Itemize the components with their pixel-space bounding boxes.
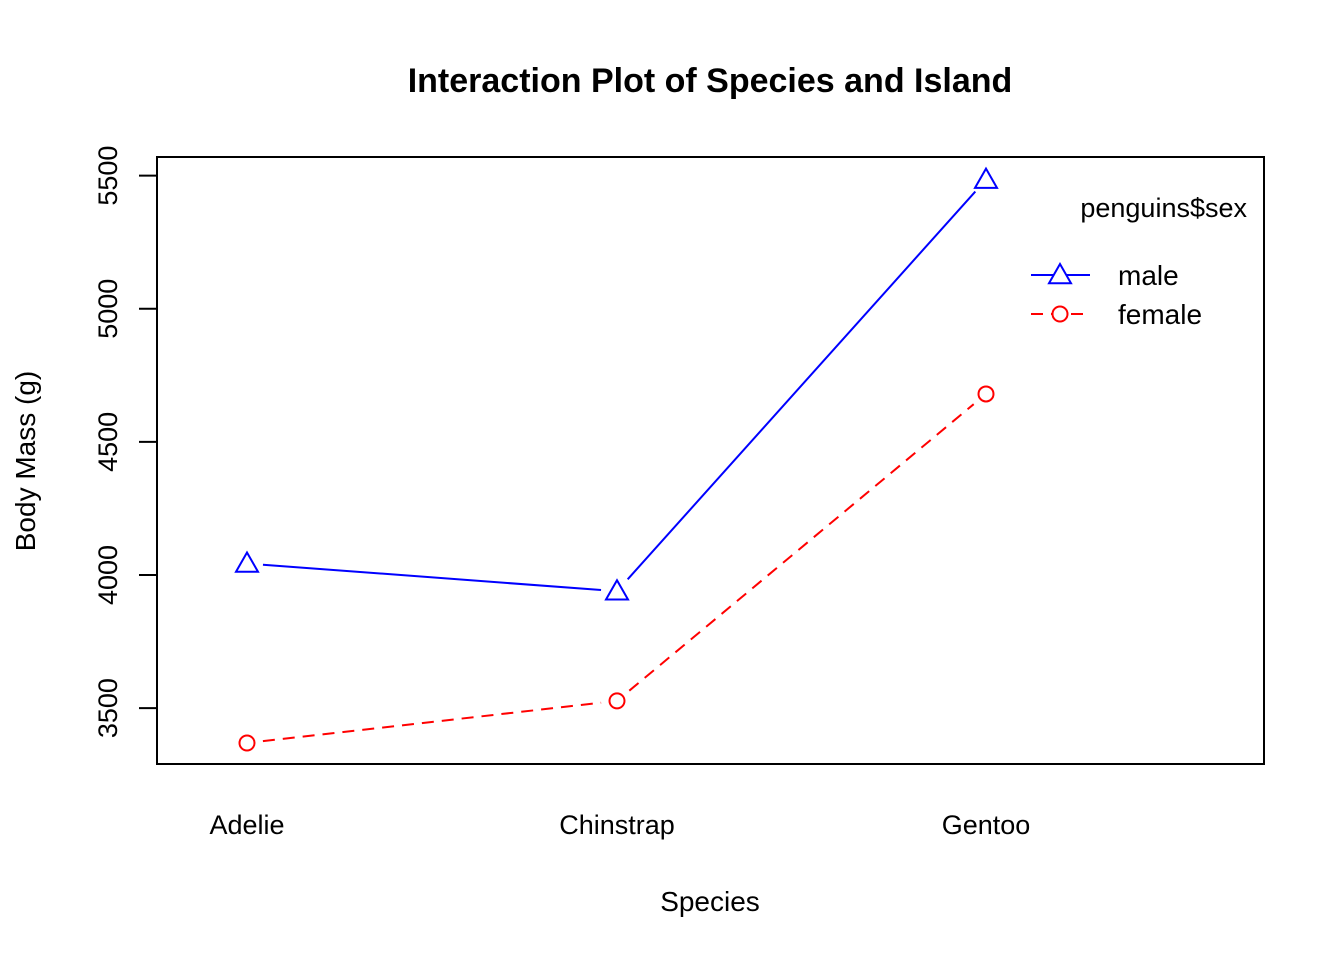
legend-title: penguins$sex — [1080, 193, 1247, 223]
female-point — [238, 734, 256, 752]
legend-male-label: male — [1118, 260, 1179, 291]
male-line-segment — [626, 190, 977, 580]
series-female — [238, 385, 995, 752]
legend-female-label: female — [1118, 299, 1202, 330]
female-line-segment — [262, 701, 602, 743]
legend-male-marker — [1047, 261, 1073, 285]
legend-female-marker — [1051, 305, 1069, 323]
female-point — [977, 385, 995, 403]
x-tick-label: Gentoo — [942, 810, 1031, 840]
female-line-segment — [628, 403, 975, 692]
y-axis: 3500 4000 4500 5000 5500 — [93, 146, 157, 738]
x-axis-title: Species — [660, 886, 760, 917]
x-tick-label: Chinstrap — [559, 810, 675, 840]
y-axis-title: Body Mass (g) — [10, 371, 41, 552]
series-male — [234, 166, 999, 601]
chart-title: Interaction Plot of Species and Island — [408, 62, 1013, 100]
legend: penguins$sex male female — [1031, 193, 1247, 330]
female-point — [608, 692, 626, 710]
y-tick-label: 5500 — [93, 146, 123, 206]
male-point — [604, 578, 630, 601]
y-tick-label: 4000 — [93, 545, 123, 605]
series-layer — [234, 166, 999, 752]
x-axis: Adelie Chinstrap Gentoo — [209, 810, 1030, 840]
plot-frame — [156, 156, 1265, 765]
y-tick-label: 3500 — [93, 678, 123, 738]
male-point — [973, 166, 999, 189]
y-tick-label: 5000 — [93, 279, 123, 339]
male-point — [234, 550, 260, 573]
male-line-segment — [262, 563, 602, 592]
x-tick-label: Adelie — [209, 810, 284, 840]
y-tick-label: 4500 — [93, 412, 123, 472]
